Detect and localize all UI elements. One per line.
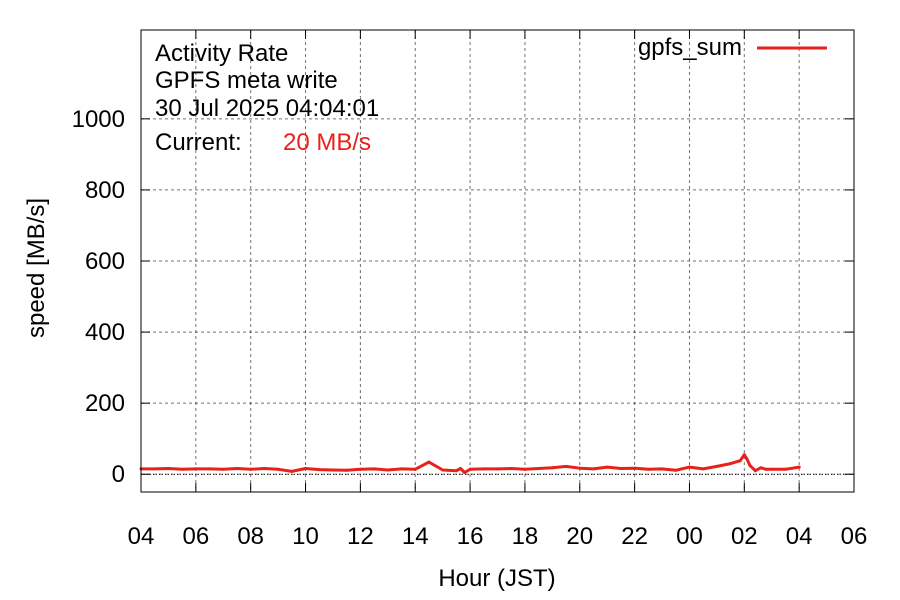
- data-point: [262, 467, 266, 470]
- data-point: [633, 466, 637, 470]
- data-point: [764, 467, 768, 471]
- data-point: [221, 467, 225, 471]
- data-point: [674, 468, 678, 472]
- data-point: [208, 467, 212, 471]
- data-point: [619, 467, 623, 470]
- data-point: [331, 468, 335, 472]
- data-point: [249, 467, 253, 471]
- data-point: [235, 467, 239, 470]
- current-value: 20 MB/s: [283, 129, 371, 156]
- data-point: [304, 467, 307, 470]
- x-tick-label: 02: [731, 523, 758, 550]
- chart-title-line-3: 30 Jul 2025 04:04:01: [155, 95, 379, 122]
- y-tick-label: 1000: [72, 106, 125, 133]
- data-point: [509, 467, 513, 470]
- data-point: [753, 469, 757, 473]
- data-point: [770, 467, 774, 471]
- data-point: [578, 466, 582, 470]
- y-tick-label: 0: [112, 461, 125, 488]
- chart-title-line-1: Activity Rate: [155, 40, 288, 67]
- data-point: [400, 467, 403, 471]
- data-point: [372, 467, 376, 471]
- series-layer: [139, 453, 801, 474]
- axes: 0 200 400 600 800 1000 04 06 08 10 12 14 16 18 20 22 00 0…: [72, 30, 868, 550]
- data-point: [523, 467, 527, 471]
- data-point: [738, 459, 742, 463]
- x-tick-label: 00: [676, 523, 703, 550]
- x-tick-label: 14: [402, 523, 429, 550]
- data-point: [660, 467, 664, 471]
- data-point: [459, 467, 462, 470]
- data-point: [688, 465, 691, 469]
- data-point: [748, 463, 752, 467]
- data-point: [646, 467, 650, 471]
- data-point: [180, 467, 184, 471]
- current-label: Current:: [155, 129, 242, 156]
- data-point: [454, 469, 458, 473]
- data-point: [742, 453, 746, 457]
- data-point: [729, 462, 733, 466]
- data-point: [276, 467, 280, 471]
- data-point: [358, 467, 362, 471]
- data-point: [427, 460, 431, 464]
- x-tick-label: 06: [841, 523, 868, 550]
- grid: [141, 30, 854, 492]
- data-point: [701, 467, 705, 471]
- y-tick-label: 800: [85, 177, 125, 204]
- legend-label: gpfs_sum: [638, 34, 742, 61]
- data-point: [290, 469, 294, 473]
- x-tick-label: 18: [512, 523, 539, 550]
- data-point: [783, 467, 787, 471]
- x-tick-label: 16: [457, 523, 484, 550]
- data-point: [153, 467, 157, 471]
- x-tick-label: 10: [292, 523, 319, 550]
- data-point: [496, 467, 499, 471]
- series-line-gpfs_sum: [141, 453, 800, 474]
- data-point: [317, 468, 321, 472]
- x-tick-label: 22: [621, 523, 648, 550]
- data-point: [715, 464, 719, 468]
- data-point: [463, 471, 467, 474]
- data-point: [537, 467, 541, 470]
- data-point: [745, 457, 749, 461]
- x-axis-label: Hour (JST): [438, 565, 555, 592]
- x-tick-label: 08: [237, 523, 264, 550]
- data-point: [166, 467, 170, 470]
- y-axis-label: speed [MB/s]: [23, 198, 50, 338]
- x-tick-label: 04: [786, 523, 813, 550]
- data-point: [759, 466, 763, 470]
- data-point: [194, 467, 198, 471]
- y-tick-label: 200: [85, 390, 125, 417]
- chart-title-line-2: GPFS meta write: [155, 67, 338, 94]
- data-point: [592, 467, 595, 471]
- data-point: [797, 465, 801, 469]
- y-tick-label: 600: [85, 248, 125, 275]
- data-point: [386, 468, 390, 472]
- data-point: [413, 467, 417, 471]
- x-tick-label: 06: [182, 523, 209, 550]
- x-tick-label: 20: [566, 523, 593, 550]
- x-tick-label: 12: [347, 523, 374, 550]
- data-point: [441, 468, 445, 472]
- data-point: [605, 465, 609, 469]
- data-point: [564, 464, 568, 468]
- y-tick-label: 400: [85, 319, 125, 346]
- data-point: [482, 467, 486, 471]
- x-tick-label: 04: [128, 523, 155, 550]
- plot-border: [140, 29, 855, 493]
- data-point: [468, 467, 472, 471]
- data-point: [345, 468, 349, 472]
- data-point: [550, 466, 554, 470]
